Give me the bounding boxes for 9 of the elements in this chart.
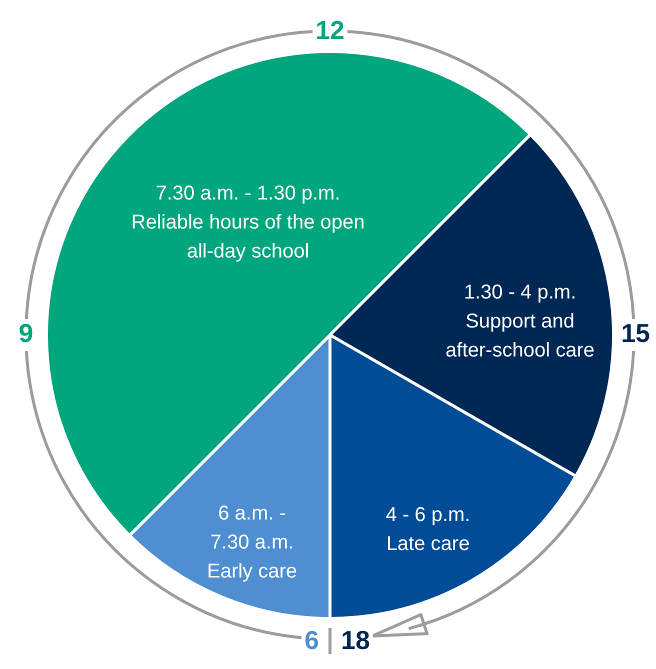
text: 9 <box>18 318 34 348</box>
text: 18 <box>341 625 370 656</box>
text: 12 <box>316 15 344 46</box>
slice-label: 6 a.m. - 7.30 a.m. Early care <box>206 502 298 583</box>
slice-label: 4 - 6 p.m. Late care <box>386 504 470 556</box>
slice-label: 1.30 - 4 p.m. Support and after-school care <box>446 282 594 362</box>
slice-label: 7.30 a.m. - 1.30 p.m. Reliable hours of the open all-day school <box>131 182 365 263</box>
text: 15 <box>621 318 650 348</box>
text: 6 <box>304 625 319 656</box>
